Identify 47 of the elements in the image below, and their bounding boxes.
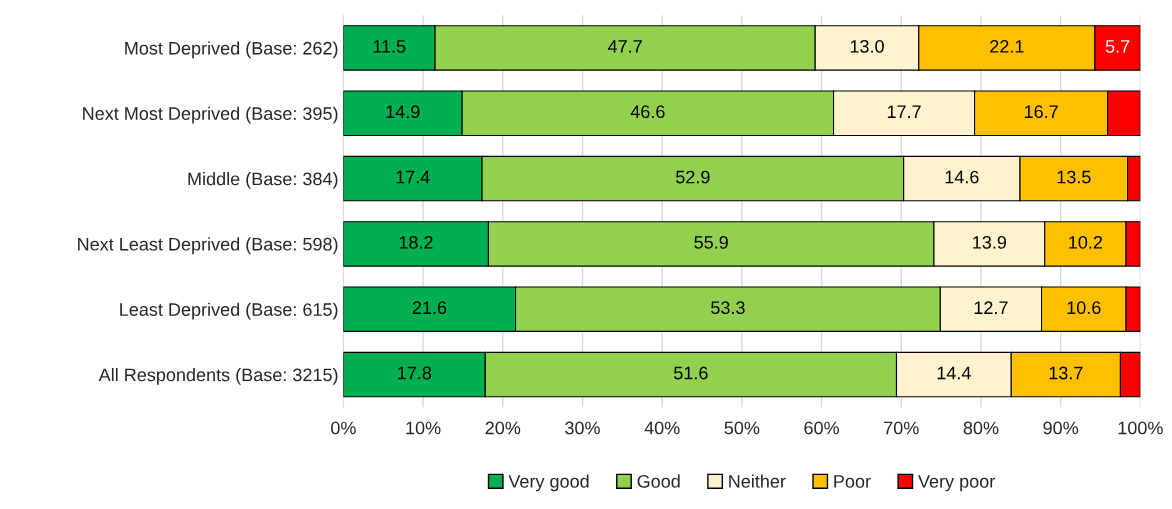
y-tick-label: Most Deprived (Base: 262) xyxy=(125,41,338,59)
data-label: 16.7 xyxy=(1024,105,1058,119)
x-tick-label: 80% xyxy=(963,421,999,435)
x-tick-label: 50% xyxy=(724,421,760,435)
y-tick-label: Next Most Deprived (Base: 395) xyxy=(83,106,338,124)
data-label: 10.6 xyxy=(1067,301,1101,315)
data-label: 53.3 xyxy=(711,301,745,315)
x-tick-label: 60% xyxy=(804,421,839,435)
y-tick-label: All Respondents (Base: 3215) xyxy=(98,368,338,385)
data-label: 11.5 xyxy=(373,40,406,53)
x-tick-label: 100% xyxy=(1118,421,1163,435)
data-label: 18.2 xyxy=(399,235,433,249)
data-label: 17.8 xyxy=(398,366,432,380)
x-tick-label: 70% xyxy=(884,421,919,435)
y-tick-label: Middle (Base: 384) xyxy=(188,172,338,189)
data-label: 14.6 xyxy=(945,170,979,184)
legend-label: Neither xyxy=(729,474,786,488)
data-label: 12.7 xyxy=(974,301,1008,314)
data-label: 13.0 xyxy=(850,39,884,53)
data-label: 13.7 xyxy=(1049,366,1083,380)
legend-label: Very good xyxy=(508,474,589,492)
legend-label: Very poor xyxy=(918,475,995,492)
data-label: 13.5 xyxy=(1057,170,1091,184)
data-label: 17.7 xyxy=(887,105,921,118)
data-label: 10.2 xyxy=(1069,235,1103,249)
x-tick-label: 10% xyxy=(406,421,441,435)
data-label: 47.7 xyxy=(607,40,642,53)
x-tick-label: 90% xyxy=(1043,421,1079,435)
x-tick-label: 30% xyxy=(565,421,600,435)
data-label: 13.9 xyxy=(973,235,1007,249)
legend-label: Good xyxy=(637,474,680,488)
data-label: 51.6 xyxy=(674,366,708,380)
y-tick-label: Next Least Deprived (Base: 598) xyxy=(78,237,338,255)
data-label: 55.9 xyxy=(694,235,728,249)
x-tick-label: 40% xyxy=(644,421,680,435)
data-label: 46.6 xyxy=(630,105,665,119)
data-label: 17.4 xyxy=(396,170,430,184)
data-label: 22.1 xyxy=(990,39,1024,53)
data-label: 21.6 xyxy=(412,301,447,315)
data-label: 5.7 xyxy=(1105,40,1130,53)
data-label: 52.9 xyxy=(676,170,710,184)
data-label: 14.4 xyxy=(937,366,971,380)
data-label: 14.9 xyxy=(386,105,420,119)
y-tick-label: Least Deprived (Base: 615) xyxy=(120,302,338,320)
x-tick-label: 0% xyxy=(331,421,356,435)
x-tick-label: 20% xyxy=(485,421,521,435)
legend-label: Poor xyxy=(834,475,871,488)
